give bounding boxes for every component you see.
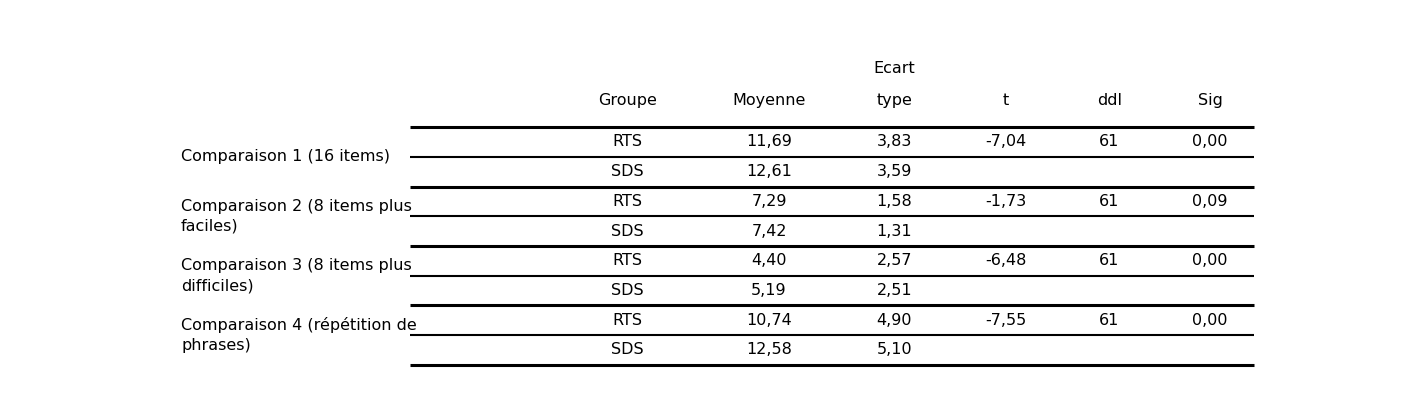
Text: 0,09: 0,09 (1193, 194, 1228, 209)
Text: Comparaison 1 (16 items): Comparaison 1 (16 items) (181, 149, 391, 164)
Text: Comparaison 4 (répétition de
phrases): Comparaison 4 (répétition de phrases) (181, 317, 417, 353)
Text: 4,40: 4,40 (752, 253, 787, 268)
Text: ddl: ddl (1097, 93, 1121, 108)
Text: 61: 61 (1099, 134, 1120, 149)
Text: 10,74: 10,74 (746, 313, 792, 328)
Text: 3,59: 3,59 (877, 164, 912, 179)
Text: RTS: RTS (613, 313, 642, 328)
Text: Ecart: Ecart (874, 61, 915, 76)
Text: -7,04: -7,04 (985, 134, 1027, 149)
Text: 0,00: 0,00 (1193, 253, 1228, 268)
Text: 0,00: 0,00 (1193, 134, 1228, 149)
Text: -6,48: -6,48 (985, 253, 1027, 268)
Text: type: type (877, 93, 912, 108)
Text: RTS: RTS (613, 194, 642, 209)
Text: 61: 61 (1099, 253, 1120, 268)
Text: 5,10: 5,10 (877, 342, 912, 357)
Text: Comparaison 3 (8 items plus
difficiles): Comparaison 3 (8 items plus difficiles) (181, 258, 412, 293)
Text: -7,55: -7,55 (985, 313, 1027, 328)
Text: 12,58: 12,58 (746, 342, 792, 357)
Text: 2,51: 2,51 (877, 283, 912, 298)
Text: SDS: SDS (611, 224, 643, 239)
Text: 3,83: 3,83 (877, 134, 912, 149)
Text: 4,90: 4,90 (877, 313, 912, 328)
Text: Sig: Sig (1197, 93, 1222, 108)
Text: SDS: SDS (611, 283, 643, 298)
Text: 7,42: 7,42 (752, 224, 787, 239)
Text: RTS: RTS (613, 253, 642, 268)
Text: 5,19: 5,19 (752, 283, 787, 298)
Text: 1,58: 1,58 (877, 194, 912, 209)
Text: t: t (1003, 93, 1009, 108)
Text: -1,73: -1,73 (985, 194, 1027, 209)
Text: 2,57: 2,57 (877, 253, 912, 268)
Text: SDS: SDS (611, 342, 643, 357)
Text: Moyenne: Moyenne (732, 93, 805, 108)
Text: 61: 61 (1099, 313, 1120, 328)
Text: 7,29: 7,29 (752, 194, 787, 209)
Text: 12,61: 12,61 (746, 164, 792, 179)
Text: 61: 61 (1099, 194, 1120, 209)
Text: 0,00: 0,00 (1193, 313, 1228, 328)
Text: RTS: RTS (613, 134, 642, 149)
Text: Groupe: Groupe (599, 93, 658, 108)
Text: 11,69: 11,69 (746, 134, 792, 149)
Text: SDS: SDS (611, 164, 643, 179)
Text: Comparaison 2 (8 items plus
faciles): Comparaison 2 (8 items plus faciles) (181, 199, 412, 234)
Text: 1,31: 1,31 (877, 224, 912, 239)
